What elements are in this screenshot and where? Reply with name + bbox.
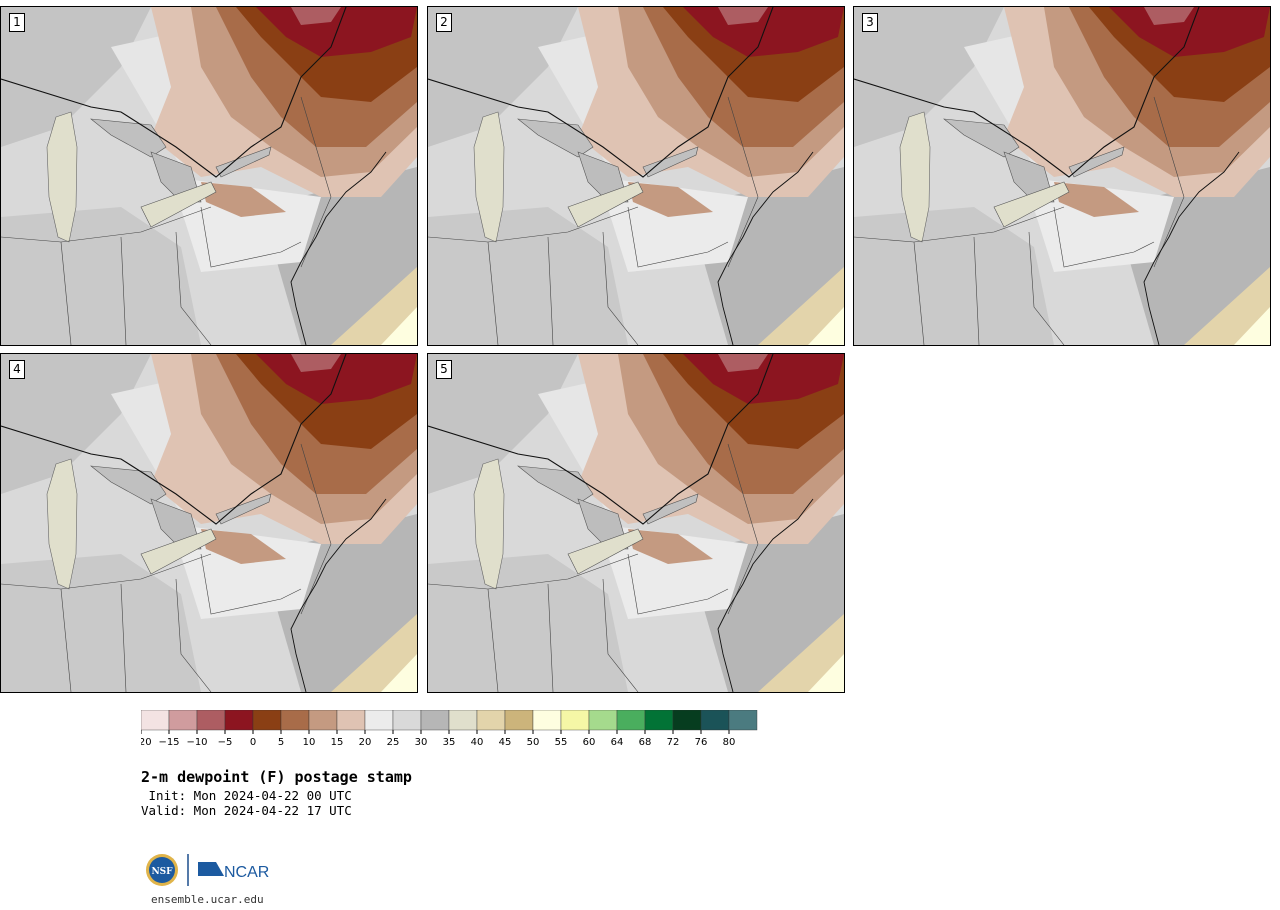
colorbar-tick-label: 35 xyxy=(443,737,456,748)
product-title: 2-m dewpoint (F) postage stamp xyxy=(141,768,412,786)
init-time: Init: Mon 2024-04-22 00 UTC xyxy=(141,788,352,803)
colorbar-tick-label: 30 xyxy=(415,737,428,748)
dewpoint-map xyxy=(854,7,1270,345)
stamp-panel-3: 3 xyxy=(853,6,1271,346)
nsf-logo-text: NSF xyxy=(151,867,173,877)
colorbar-swatch xyxy=(476,710,506,731)
colorbar-tick-label: 20 xyxy=(359,737,372,748)
title-block: 2-m dewpoint (F) postage stamp Init: Mon… xyxy=(141,768,412,818)
colorbar-tick-label: 5 xyxy=(278,737,284,748)
colorbar-swatch xyxy=(644,710,674,731)
colorbar-tick-label: 45 xyxy=(499,737,512,748)
stamp-panel-2: 2 xyxy=(427,6,845,346)
nsf-logo: NSF xyxy=(146,854,178,886)
dewpoint-map xyxy=(1,354,417,692)
colorbar-tick-label: 72 xyxy=(667,737,680,748)
colorbar-tick-label: 68 xyxy=(639,737,652,748)
colorbar-tick-label: −10 xyxy=(186,737,207,748)
dewpoint-map xyxy=(1,7,417,345)
logos: NSF NCAR xyxy=(146,854,269,886)
colorbar-swatch xyxy=(588,710,618,731)
colorbar-swatch xyxy=(224,710,254,731)
colorbar-swatch xyxy=(672,710,702,731)
dewpoint-map xyxy=(428,354,844,692)
colorbar-swatch xyxy=(728,710,758,731)
valid-time: Valid: Mon 2024-04-22 17 UTC xyxy=(141,803,352,818)
colorbar-tick-label: 25 xyxy=(387,737,400,748)
colorbar-tick-label: 40 xyxy=(471,737,484,748)
colorbar-tick-label: −15 xyxy=(158,737,179,748)
colorbar-tick-label: 0 xyxy=(250,737,256,748)
colorbar-tick-label: −20 xyxy=(141,737,152,748)
colorbar-tick-label: 15 xyxy=(331,737,344,748)
site-url[interactable]: ensemble.ucar.edu xyxy=(151,893,264,906)
colorbar-swatch xyxy=(196,710,226,731)
member-number: 5 xyxy=(436,360,452,379)
colorbar-swatch xyxy=(700,710,730,731)
colorbar-swatch xyxy=(616,710,646,731)
colorbar-tick-label: 76 xyxy=(695,737,708,748)
colorbar-swatch xyxy=(168,710,198,731)
stamp-panel-5: 5 xyxy=(427,353,845,693)
stamp-panel-4: 4 xyxy=(0,353,418,693)
colorbar-swatch xyxy=(336,710,366,731)
colorbar-swatch xyxy=(364,710,394,731)
colorbar-swatch xyxy=(308,710,338,731)
member-number: 1 xyxy=(9,13,25,32)
colorbar: −20 −15 −10 −5 0 5 10 15 20 25 30 35 40 45 50 55 60 64 68 7… xyxy=(141,710,758,748)
colorbar-tick-label: −5 xyxy=(218,737,233,748)
colorbar-tick-label: 55 xyxy=(555,737,568,748)
member-number: 4 xyxy=(9,360,25,379)
colorbar-swatch xyxy=(252,710,282,731)
colorbar-swatch xyxy=(532,710,562,731)
ncar-logo: NCAR xyxy=(198,862,269,881)
colorbar-swatch xyxy=(504,710,534,731)
stamp-panel-1: 1 xyxy=(0,6,418,346)
colorbar-swatch xyxy=(141,710,170,731)
colorbar-swatch xyxy=(420,710,450,731)
colorbar-swatch xyxy=(560,710,590,731)
ncar-logo-text: NCAR xyxy=(224,864,269,881)
colorbar-tick-label: 64 xyxy=(611,737,624,748)
colorbar-tick-label: 50 xyxy=(527,737,540,748)
colorbar-tick-label: 10 xyxy=(303,737,316,748)
member-number: 2 xyxy=(436,13,452,32)
colorbar-tick-label: 80 xyxy=(723,737,736,748)
colorbar-swatch xyxy=(448,710,478,731)
colorbar-swatch xyxy=(392,710,422,731)
dewpoint-map xyxy=(428,7,844,345)
colorbar-tick-label: 60 xyxy=(583,737,596,748)
colorbar-swatch xyxy=(280,710,310,731)
member-number: 3 xyxy=(862,13,878,32)
